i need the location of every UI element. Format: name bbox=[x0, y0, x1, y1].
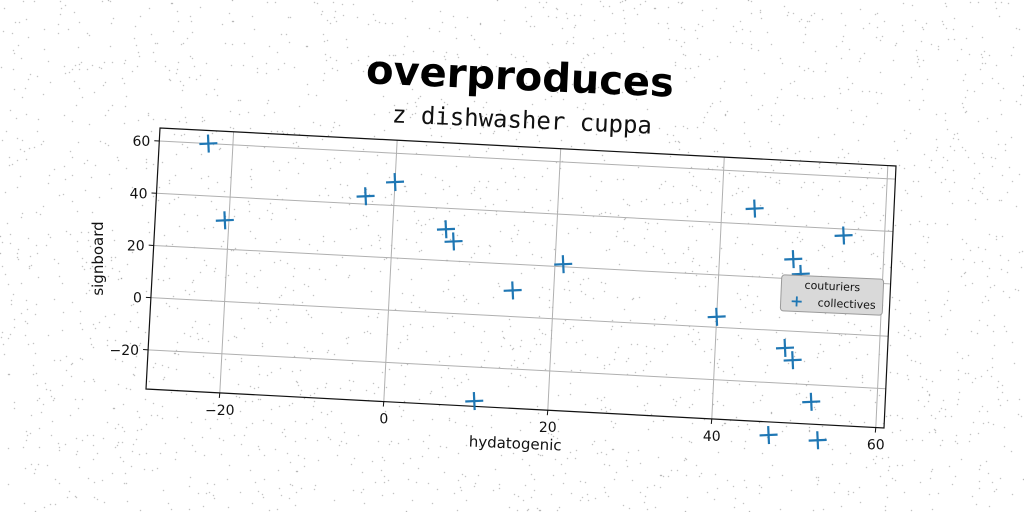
x-tick-label: 60 bbox=[867, 438, 885, 454]
chart-subtitle: z dishwasher cuppa bbox=[391, 100, 652, 139]
x-tick bbox=[546, 410, 549, 416]
scatter-point bbox=[385, 173, 405, 192]
scatter-point bbox=[465, 392, 484, 411]
legend-title: couturiers bbox=[804, 279, 860, 294]
scatter-point bbox=[199, 134, 218, 153]
scatter-point bbox=[784, 250, 803, 269]
scatter-point bbox=[436, 220, 456, 239]
plot-area: −20 0 20 40 60 −20 0 20 40 60 bbox=[110, 127, 897, 454]
scatter-point bbox=[503, 281, 522, 300]
scatter-point bbox=[808, 431, 827, 450]
y-tick-label: 60 bbox=[132, 134, 150, 150]
x-tick-label: 20 bbox=[539, 420, 557, 436]
x-tick bbox=[710, 418, 713, 424]
y-grid-line bbox=[150, 297, 889, 337]
x-grid-line bbox=[711, 157, 725, 419]
legend: couturiers collectives bbox=[779, 274, 885, 316]
x-axis-label: hydatogenic bbox=[468, 432, 562, 454]
x-grid-line bbox=[547, 148, 562, 411]
y-grid-line bbox=[153, 244, 891, 285]
scatter-point bbox=[554, 255, 573, 274]
y-grid-line bbox=[156, 192, 894, 232]
y-tick-label: 20 bbox=[127, 238, 145, 254]
y-tick-labels: −20 0 20 40 60 bbox=[110, 134, 151, 359]
scatter-point bbox=[707, 307, 726, 326]
y-tick-label: −20 bbox=[110, 343, 140, 359]
x-tick bbox=[382, 401, 385, 407]
scatter-point bbox=[745, 199, 764, 218]
y-tick-label: 0 bbox=[133, 291, 142, 307]
tick-marks bbox=[143, 140, 877, 433]
x-tick-label: 40 bbox=[703, 429, 721, 445]
scatter-point bbox=[444, 232, 463, 251]
y-axis-label: signboard bbox=[89, 221, 107, 295]
y-tick-label: 40 bbox=[130, 186, 148, 202]
x-tick bbox=[874, 427, 877, 433]
chart-title: overproduces bbox=[365, 47, 675, 106]
x-tick-labels: −20 0 20 40 60 bbox=[205, 403, 885, 454]
scatter-point bbox=[759, 425, 778, 445]
scatter-point bbox=[775, 338, 795, 358]
scatter-points bbox=[199, 134, 879, 450]
scatter-point bbox=[834, 226, 853, 245]
y-grid-line bbox=[159, 140, 896, 180]
grid-lines bbox=[148, 131, 896, 428]
x-tick-label: −20 bbox=[205, 403, 235, 419]
legend-box bbox=[779, 274, 885, 316]
legend-marker-icon bbox=[791, 296, 802, 307]
legend-entry-collectives: collectives bbox=[817, 296, 876, 312]
scatter-point bbox=[215, 211, 234, 230]
x-grid-line bbox=[219, 131, 235, 393]
scatter-point bbox=[783, 351, 802, 370]
axes-frame bbox=[145, 127, 897, 429]
x-tick bbox=[218, 392, 221, 398]
x-tick-label: 0 bbox=[379, 412, 388, 428]
scatter-point bbox=[802, 392, 821, 411]
scatter-point bbox=[356, 187, 375, 206]
y-grid-line bbox=[148, 349, 886, 390]
